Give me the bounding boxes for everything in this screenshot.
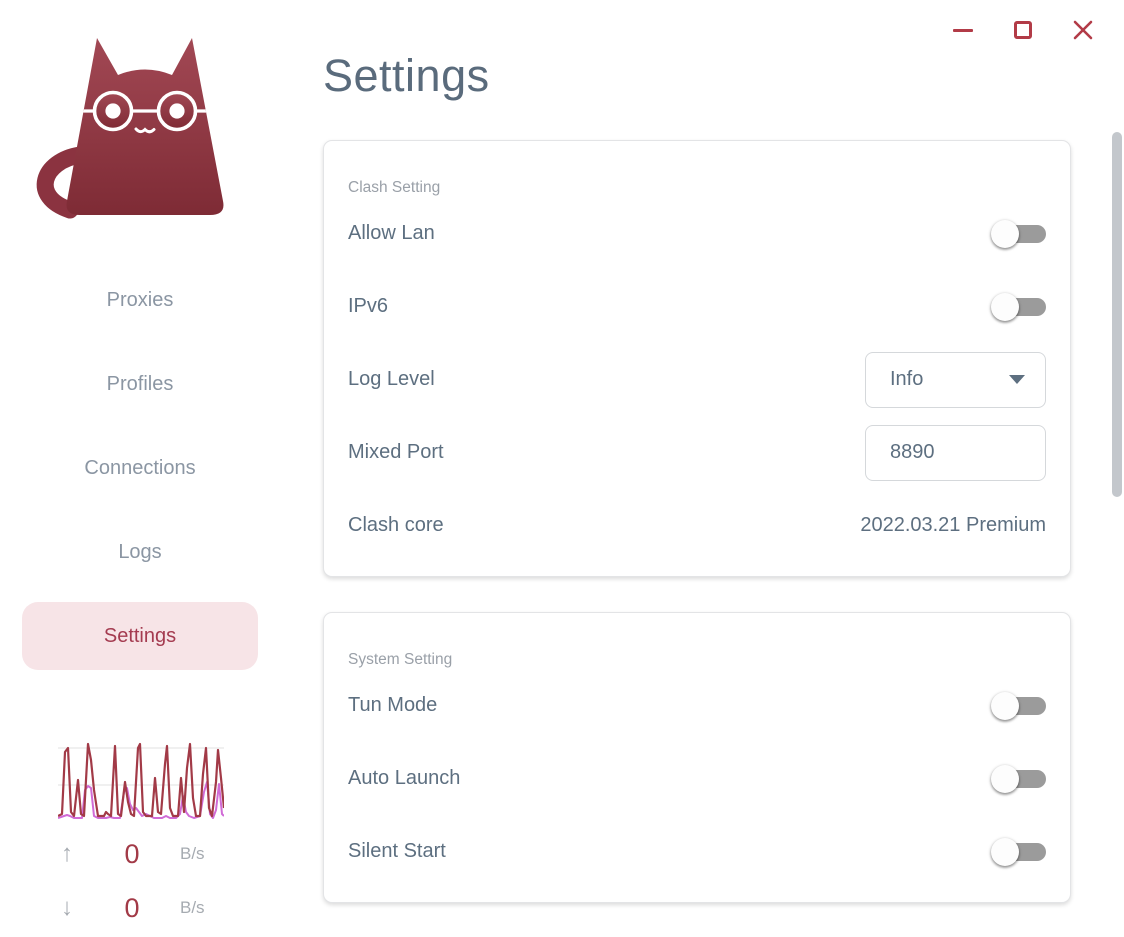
clash-core-version: 2022.03.21 Premium	[860, 514, 1046, 536]
clash-setting-card: Clash Setting Allow Lan IPv6 Log Level	[323, 140, 1071, 577]
download-speed-value: 0	[124, 892, 140, 923]
sidebar-item-profiles[interactable]: Profiles	[22, 350, 258, 418]
download-speed-row: ↓ 0 B/s	[50, 886, 228, 930]
sidebar-item-label: Settings	[103, 624, 177, 647]
setting-row-mixed-port: Mixed Port	[348, 416, 1046, 489]
setting-label: Allow Lan	[348, 222, 435, 244]
setting-row-ipv6: IPv6	[348, 270, 1046, 343]
mixed-port-input[interactable]	[865, 424, 1046, 481]
log-level-selected-value: Info	[890, 368, 924, 390]
left-eye	[105, 103, 121, 119]
chevron-down-icon	[1009, 375, 1025, 384]
sidebar-item-logs[interactable]: Logs	[22, 518, 258, 586]
setting-row-auto-launch: Auto Launch	[348, 742, 1046, 815]
sidebar-item-settings[interactable]: Settings	[22, 602, 258, 670]
close-icon	[1073, 20, 1093, 40]
toggle-knob	[991, 219, 1019, 248]
setting-label: Mixed Port	[348, 441, 444, 463]
tun-mode-toggle[interactable]	[991, 691, 1046, 720]
setting-label: Auto Launch	[348, 767, 461, 789]
section-label: Clash Setting	[348, 179, 441, 196]
toggle-knob	[991, 764, 1019, 793]
upload-line-series	[58, 742, 224, 818]
log-level-select[interactable]: Info	[865, 351, 1046, 408]
setting-row-allow-lan: Allow Lan	[348, 197, 1046, 270]
setting-label: Silent Start	[348, 840, 446, 862]
page-title: Settings	[323, 50, 490, 101]
window-controls	[951, 18, 1095, 42]
traffic-sparkline-chart	[58, 742, 224, 819]
download-speed-unit: B/s	[180, 898, 205, 917]
maximize-icon	[1014, 21, 1032, 39]
upload-speed-unit: B/s	[180, 844, 205, 863]
download-line-series	[58, 781, 224, 819]
sidebar-item-proxies[interactable]: Proxies	[22, 266, 258, 334]
right-eye	[169, 103, 185, 119]
cat-mouth	[134, 127, 156, 134]
upload-speed-value: 0	[124, 838, 140, 869]
setting-row-silent-start: Silent Start	[348, 815, 1046, 888]
vertical-scrollbar[interactable]	[1112, 132, 1122, 497]
setting-label: IPv6	[348, 295, 389, 317]
sidebar: Proxies Profiles Connections Logs Settin…	[0, 0, 280, 937]
setting-label: Log Level	[348, 368, 435, 390]
toggle-knob	[991, 691, 1019, 720]
section-label: System Setting	[348, 651, 453, 668]
setting-label: Clash core	[348, 514, 444, 536]
close-button[interactable]	[1071, 18, 1095, 42]
setting-label: Tun Mode	[348, 694, 438, 716]
upload-arrow-icon: ↑	[61, 840, 73, 867]
clash-cat-logo	[36, 38, 224, 219]
silent-start-toggle[interactable]	[991, 837, 1046, 866]
sidebar-item-label: Proxies	[106, 288, 174, 311]
sidebar-item-connections[interactable]: Connections	[22, 434, 258, 502]
maximize-button[interactable]	[1011, 18, 1035, 42]
toggle-knob	[991, 292, 1019, 321]
setting-row-log-level: Log Level Info	[348, 343, 1046, 416]
setting-row-clash-core: Clash core 2022.03.21 Premium	[348, 489, 1046, 562]
sidebar-item-label: Connections	[84, 456, 196, 479]
ipv6-toggle[interactable]	[991, 292, 1046, 321]
download-arrow-icon: ↓	[61, 894, 73, 921]
allow-lan-toggle[interactable]	[991, 219, 1046, 248]
toggle-knob	[991, 837, 1019, 866]
sidebar-nav: Proxies Profiles Connections Logs Settin…	[22, 266, 258, 686]
sidebar-item-label: Logs	[118, 540, 162, 563]
cat-body	[66, 38, 224, 215]
traffic-stats: ↑ 0 B/s ↓ 0 B/s	[50, 832, 228, 937]
cat-tail	[36, 146, 89, 219]
system-setting-card: System Setting Tun Mode Auto Launch Sile…	[323, 612, 1071, 903]
minimize-button[interactable]	[951, 18, 975, 42]
main-content: Settings Clash Setting Allow Lan IPv6 Lo…	[280, 0, 1124, 937]
setting-row-tun-mode: Tun Mode	[348, 669, 1046, 742]
auto-launch-toggle[interactable]	[991, 764, 1046, 793]
sidebar-item-label: Profiles	[106, 372, 174, 395]
minimize-icon	[953, 28, 973, 32]
upload-speed-row: ↑ 0 B/s	[50, 832, 228, 876]
